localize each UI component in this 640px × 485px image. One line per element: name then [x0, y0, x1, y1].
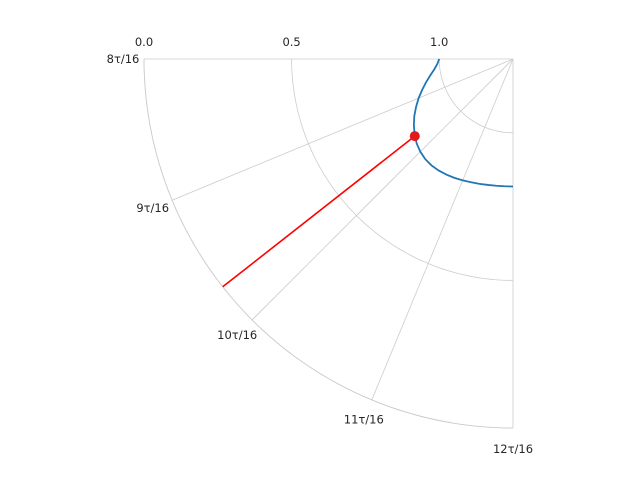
theta-tick-label: 9τ/16: [136, 201, 169, 215]
theta-tick-label: 12τ/16: [493, 442, 533, 456]
grid-layer: [143, 58, 514, 429]
theta-tick-label: 11τ/16: [344, 412, 384, 426]
data-layer: [222, 58, 514, 288]
tick-label-layer: 8τ/16 9τ/16 10τ/16 11τ/16 12τ/16 1.0 0.5 0.0: [107, 35, 533, 456]
data-curve-line: [412, 58, 514, 188]
theta-gridline-3: [371, 58, 514, 401]
theta-gridline-2: [251, 58, 514, 321]
r-tick-label: 0.5: [282, 35, 300, 49]
point-marker: [409, 131, 420, 142]
theta-tick-label: 10τ/16: [217, 328, 257, 342]
r-tick-label: 1.0: [430, 35, 448, 49]
r-gridline-0: [438, 58, 514, 134]
r-tick-label: 0.0: [135, 35, 153, 49]
theta-gridline-1: [171, 58, 514, 201]
theta-tick-label: 8τ/16: [107, 52, 140, 66]
polar-frame-arc: [143, 58, 514, 429]
r-gridline-1: [291, 58, 514, 281]
red-ray-line: [222, 135, 416, 288]
